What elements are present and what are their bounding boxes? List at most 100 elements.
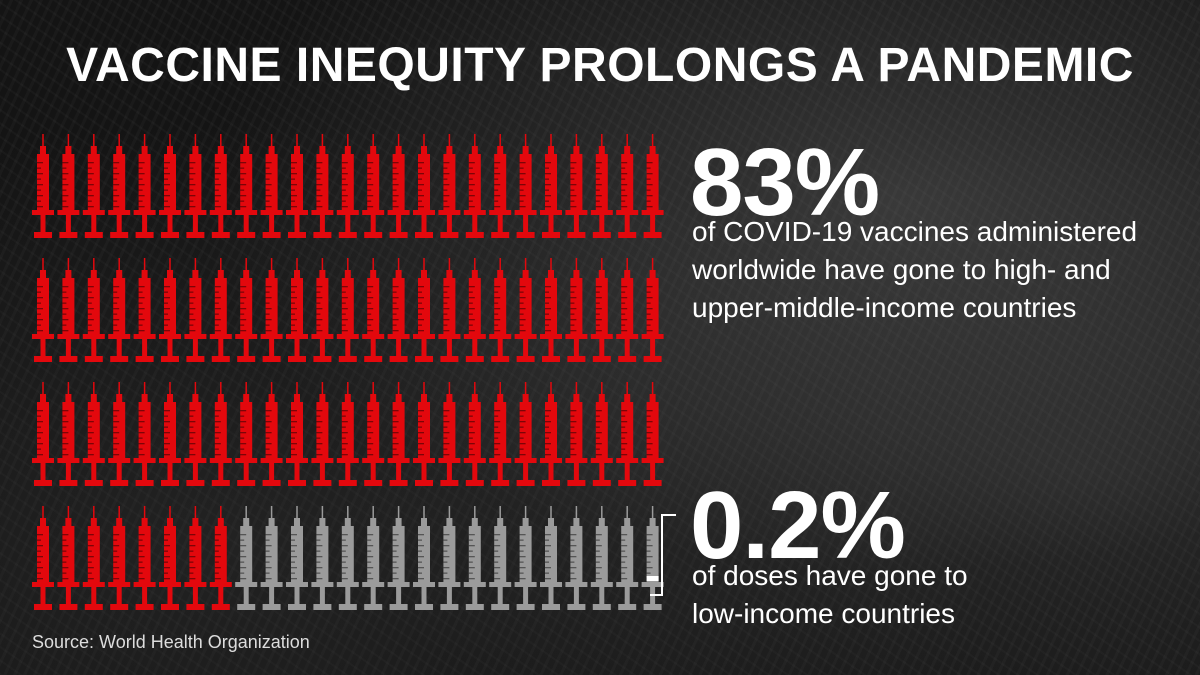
syringe-icon-red [362,134,385,238]
syringe-icon-gray [616,506,639,610]
syringe-icon-gray [413,506,435,610]
syringe-icon-gray [489,506,512,610]
source-note: Source: World Health Organization [32,632,310,652]
syringe-icon-red [311,258,334,362]
syringe-icon-red [286,134,308,238]
syringe-icon-red [133,382,156,486]
syringe-icon-red [184,382,207,486]
syringe-icon-red [108,134,131,238]
syringe-icon-red [311,382,334,486]
syringe-icon-red [57,382,80,486]
syringe-icon-red [209,134,232,238]
syringe-icon-red [387,134,410,238]
syringe-icon-red [336,134,359,238]
syringe-icon-red [311,134,334,238]
syringe-icon-red [108,382,131,486]
syringe-icon-red [463,382,486,486]
syringe-icon-red [540,382,562,486]
syringe-icon-red [82,134,105,238]
syringe-icon-red [159,506,181,610]
syringe-icon-red [209,382,232,486]
syringe-icon-red [184,506,207,610]
syringe-icon-red [133,134,156,238]
syringe-icon-red [260,258,283,362]
syringe-icon-red [413,382,435,486]
syringe-icon-red [489,258,512,362]
low-income-share-marker [646,576,659,581]
syringe-icon-red [413,134,435,238]
syringe-icon-red [565,258,588,362]
page-title: VACCINE INEQUITY PROLONGS A PANDEMIC [66,39,1134,92]
syringe-icon-red [489,382,512,486]
syringe-icon-red [616,134,639,238]
syringe-icon-red [438,382,461,486]
syringe-pictogram [32,134,672,620]
syringe-icon-gray [235,506,258,610]
syringe-icon-gray [463,506,486,610]
syringe-icon-red [57,258,80,362]
syringe-icon-red [209,258,232,362]
stat-0-2-description: of doses have gone to low-income countri… [692,560,968,629]
syringe-icon-red [362,382,385,486]
syringe-icon-gray [565,506,588,610]
syringe-icon-red [514,258,537,362]
syringe-icon-red [540,134,562,238]
syringe-icon-red [133,258,156,362]
syringe-icon-red [235,382,258,486]
syringe-icon-red [159,134,181,238]
syringe-icon-red [159,258,181,362]
syringe-icon-red [336,382,359,486]
syringe-icon-red [159,382,181,486]
syringe-icon-red [387,258,410,362]
syringe-icon-gray [438,506,461,610]
syringe-icon-red [133,506,156,610]
syringe-icon-red [209,506,232,610]
syringe-icon-red [57,506,80,610]
syringe-icon-red [413,258,435,362]
syringe-icon-gray [514,506,537,610]
syringe-icon-gray [362,506,385,610]
syringe-icon-red [235,134,258,238]
syringe-icon-red [362,258,385,362]
syringe-grid-svg [32,134,664,610]
syringe-icon-gray [336,506,359,610]
syringe-icon-gray [286,506,308,610]
syringe-icon-gray [387,506,410,610]
syringe-icon-gray [311,506,334,610]
syringe-icon-red [489,134,512,238]
syringe-icon-red [565,382,588,486]
syringe-icon-red [463,134,486,238]
syringe-icon-red [641,382,664,486]
syringe-icon-red [641,258,664,362]
syringe-icon-red [108,258,131,362]
syringe-icon-red [336,258,359,362]
syringe-icon-red [616,382,639,486]
syringe-icon-gray [540,506,562,610]
syringe-icon-red [32,506,54,610]
stat-83-value: 83% [690,129,880,236]
syringe-icon-red [514,382,537,486]
syringe-icon-red [514,134,537,238]
syringe-icon-red [540,258,562,362]
syringe-icon-red [590,382,613,486]
syringe-icon-red [82,382,105,486]
syringe-icon-red [438,258,461,362]
syringe-icon-red [82,506,105,610]
syringe-icon-red [641,134,664,238]
syringe-icon-red [82,258,105,362]
syringe-icon-red [438,134,461,238]
syringe-icon-red [286,258,308,362]
stat-0-2-value: 0.2% [690,472,906,579]
syringe-icon-red [565,134,588,238]
bracket-connector [650,514,676,596]
syringe-icon-red [32,134,54,238]
syringe-icon-red [590,134,613,238]
syringe-icon-red [387,382,410,486]
stat-83-description: of COVID-19 vaccines administered worldw… [692,216,1138,323]
syringe-icon-red [184,258,207,362]
syringe-icon-gray [260,506,283,610]
syringe-icon-red [32,382,54,486]
syringe-icon-gray [590,506,613,610]
syringe-icon-red [260,134,283,238]
syringe-icon-red [616,258,639,362]
